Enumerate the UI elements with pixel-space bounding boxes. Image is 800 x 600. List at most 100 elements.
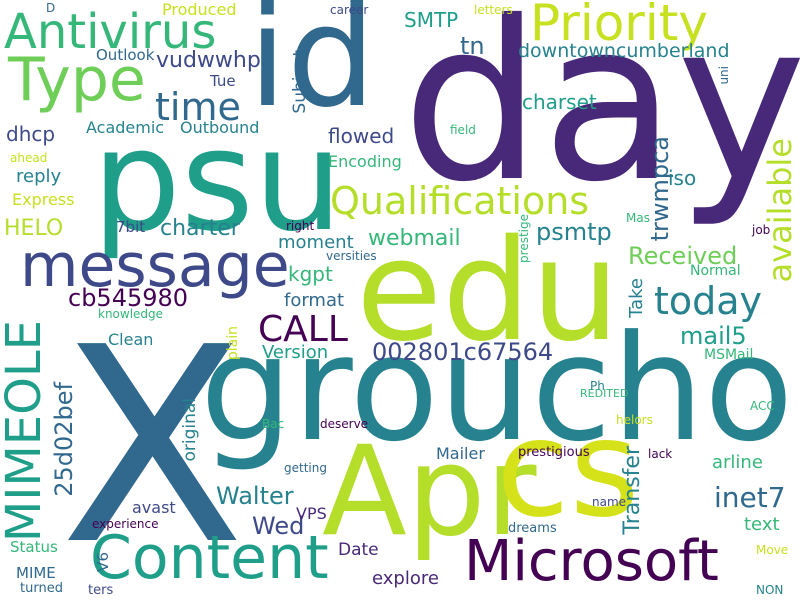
- word-deserve: deserve: [320, 417, 369, 431]
- word-groucho: groucho: [200, 304, 794, 474]
- word-helors: helors: [616, 413, 653, 427]
- word-original: original: [180, 398, 200, 462]
- word-produced: Produced: [162, 0, 237, 19]
- word-time: time: [155, 85, 241, 129]
- word-status: Status: [10, 538, 58, 556]
- word-ters: ters: [88, 583, 114, 598]
- word-experience: experience: [92, 517, 159, 531]
- word-received: Received: [628, 242, 738, 270]
- word-day: day: [402, 0, 800, 230]
- word-kgpt: kgpt: [288, 262, 333, 286]
- word-helo: HELO: [4, 216, 64, 241]
- word-date: Date: [338, 540, 379, 560]
- word-webmail: webmail: [368, 226, 461, 251]
- word-charter: charter: [160, 216, 240, 241]
- word-cs: cs: [496, 391, 640, 547]
- word-25d02bef: 25d02bef: [50, 382, 78, 497]
- word-7bit: 7bit: [116, 218, 146, 236]
- word-iso: iso: [668, 166, 697, 190]
- word-name: name: [592, 495, 627, 509]
- word-dreams: dreams: [508, 521, 557, 536]
- word-ahead: ahead: [10, 151, 48, 165]
- word-ph: Ph: [590, 379, 605, 393]
- word-versities: versities: [326, 249, 377, 263]
- word-edu: edu: [356, 210, 620, 373]
- word-encoding: Encoding: [328, 152, 402, 171]
- word-take: Take: [626, 278, 647, 318]
- word-knowledge: knowledge: [98, 307, 164, 321]
- word-moment: moment: [278, 232, 354, 253]
- word-v6: V6: [94, 552, 112, 572]
- word-d: D: [46, 1, 56, 15]
- word-tue: Tue: [210, 72, 236, 90]
- word-acc: ACC: [750, 399, 775, 413]
- word-text: text: [744, 514, 780, 535]
- word-transfer: Transfer: [620, 446, 645, 535]
- word-vudwwhp: vudwwhp: [156, 48, 261, 73]
- word-x: X: [60, 289, 245, 600]
- word-letters: letters: [474, 3, 513, 17]
- word-microsoft: Microsoft: [464, 529, 719, 594]
- word-avast: avast: [132, 498, 176, 517]
- word-tn: tn: [460, 32, 485, 60]
- word-getting: getting: [284, 461, 327, 475]
- word-mailer: Mailer: [436, 444, 485, 463]
- word-format: format: [284, 290, 345, 311]
- word-academic: Academic: [86, 118, 165, 137]
- word-version: Version: [262, 342, 329, 363]
- word-uni: uni: [717, 66, 731, 85]
- word-content: Content: [90, 523, 329, 593]
- word-available: available: [761, 138, 799, 283]
- word-apr: Apr: [322, 420, 537, 564]
- word-field: field: [450, 123, 476, 137]
- word-arline: arline: [712, 452, 763, 473]
- word-type: Type: [8, 45, 146, 115]
- word-turned: turned: [20, 581, 63, 596]
- word-downtowncumberland: downtowncumberland: [518, 40, 730, 62]
- word-lack: lack: [648, 447, 673, 461]
- word-subject: Subject: [290, 50, 310, 114]
- word-mas: Mas: [626, 211, 650, 225]
- word-prestige: prestige: [517, 214, 531, 263]
- word-call: CALL: [258, 309, 348, 350]
- word-flowed: flowed: [328, 124, 395, 148]
- word-smtp: SMTP: [404, 8, 459, 32]
- word-today: today: [654, 279, 763, 323]
- word-psmtp: psmtp: [536, 218, 612, 246]
- word-normal: Normal: [690, 263, 741, 279]
- word-cb545980: cb545980: [68, 284, 189, 312]
- word-dhcp: dhcp: [6, 122, 56, 146]
- word-qualifications: Qualifications: [330, 179, 590, 223]
- word-mimeole: MIMEOLE: [0, 320, 52, 543]
- word-message: message: [20, 231, 290, 301]
- word-vps: VPS: [296, 504, 327, 523]
- word-non: NON: [756, 583, 784, 597]
- word-msmail: MSMail: [704, 347, 754, 363]
- word-move: Move: [756, 543, 789, 557]
- word-psu: psu: [92, 100, 343, 263]
- word-plain: plain: [225, 326, 241, 361]
- word-mime: MIME: [16, 564, 56, 582]
- word-prestigious: prestigious: [518, 445, 590, 460]
- word-priority: Priority: [530, 0, 708, 52]
- word-bac: Bac: [262, 417, 285, 431]
- word-outlook: Outlook: [96, 46, 155, 64]
- word-right: right: [286, 219, 315, 233]
- word-outbound: Outbound: [180, 118, 260, 137]
- word-clean: Clean: [108, 330, 154, 349]
- word-mail5: mail5: [680, 322, 747, 350]
- word-redited: REDITED: [580, 387, 629, 400]
- word-career: career: [330, 3, 369, 17]
- word-wed: Wed: [252, 512, 305, 540]
- word-inet7: inet7: [714, 481, 786, 514]
- word-job: job: [752, 223, 771, 237]
- word-explore: explore: [372, 568, 439, 589]
- word-antivirus: Antivirus: [4, 4, 217, 60]
- word-id: id: [248, 0, 376, 139]
- word-walter: Walter: [216, 482, 294, 510]
- word-express: Express: [12, 190, 75, 209]
- word-002801c67564: 002801c67564: [372, 338, 554, 366]
- word-reply: reply: [16, 166, 62, 187]
- word-charset: charset: [522, 90, 597, 114]
